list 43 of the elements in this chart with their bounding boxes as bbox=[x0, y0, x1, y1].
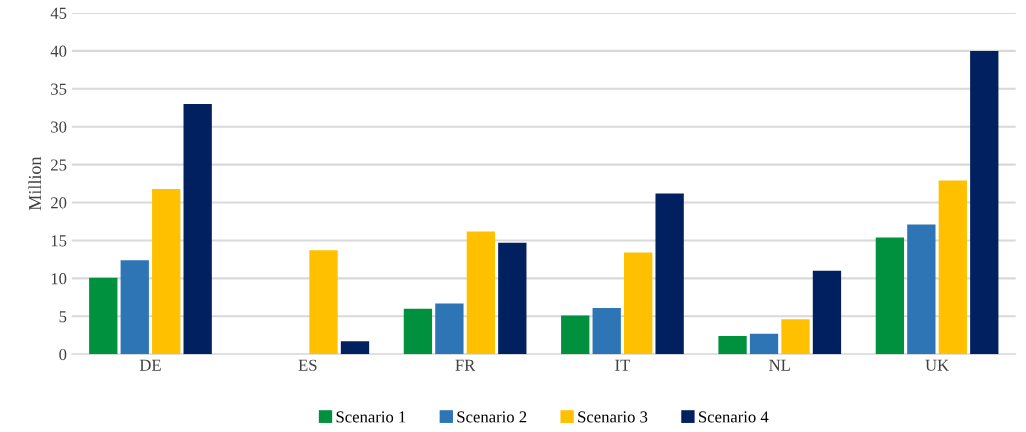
bar bbox=[655, 193, 684, 355]
bar bbox=[498, 242, 527, 355]
bar bbox=[718, 336, 747, 355]
bar bbox=[183, 103, 212, 355]
bar bbox=[749, 333, 779, 355]
bar bbox=[970, 50, 999, 355]
legend-label: Scenario 1 bbox=[336, 411, 406, 423]
y-axis-title: Million bbox=[28, 156, 42, 211]
bar bbox=[875, 237, 905, 355]
bar bbox=[309, 250, 338, 355]
x-tick-label: ES bbox=[298, 359, 317, 371]
x-tick-label: DE bbox=[139, 359, 161, 371]
bar bbox=[152, 188, 181, 355]
y-tick-label: 45 bbox=[50, 7, 67, 19]
bar bbox=[561, 315, 590, 355]
legend-label: Scenario 3 bbox=[578, 411, 648, 423]
y-tick-label: 10 bbox=[51, 273, 67, 285]
bar bbox=[781, 319, 810, 355]
bar bbox=[403, 308, 433, 355]
y-tick-label: 35 bbox=[51, 83, 67, 95]
x-tick-label: IT bbox=[615, 359, 631, 371]
bar bbox=[592, 307, 621, 355]
x-tick-label: FR bbox=[455, 359, 476, 371]
y-tick-label: 15 bbox=[51, 235, 67, 247]
y-tick-label: 25 bbox=[51, 159, 67, 171]
bar bbox=[466, 231, 496, 355]
y-tick-label: 30 bbox=[51, 121, 67, 133]
y-tick-label: 5 bbox=[59, 311, 67, 323]
bar bbox=[340, 341, 370, 355]
bar bbox=[907, 224, 936, 355]
bar bbox=[812, 270, 842, 355]
bar bbox=[624, 252, 653, 355]
bar bbox=[938, 180, 967, 355]
y-tick-label: 0 bbox=[59, 348, 67, 361]
legend-label: Scenario 4 bbox=[699, 411, 769, 423]
x-tick-label: NL bbox=[769, 359, 790, 371]
x-tick-label: UK bbox=[925, 359, 949, 371]
bar bbox=[89, 277, 118, 355]
legend-label: Scenario 2 bbox=[457, 411, 527, 423]
y-tick-label: 40 bbox=[50, 45, 67, 57]
bar bbox=[120, 260, 149, 355]
y-tick-label: 20 bbox=[51, 197, 67, 209]
bar bbox=[435, 303, 464, 355]
